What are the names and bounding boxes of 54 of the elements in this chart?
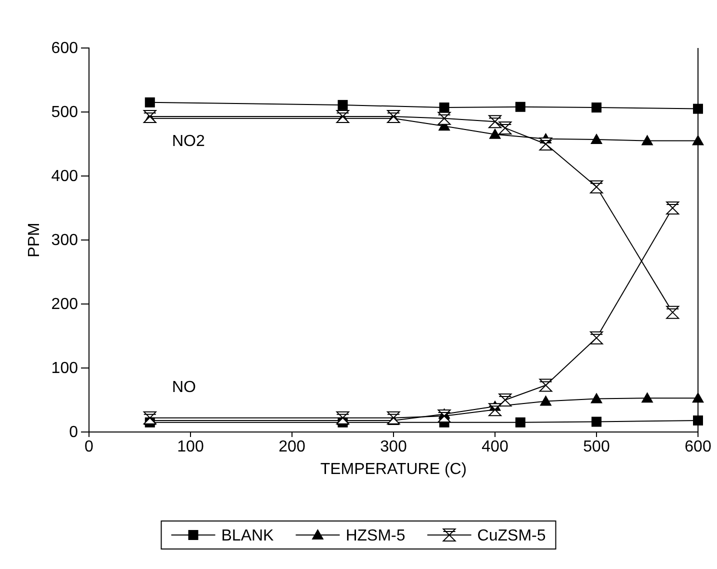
- point: [590, 331, 603, 344]
- y-tick-label: 600: [51, 40, 78, 58]
- point: [641, 134, 654, 146]
- x-tick-label: 100: [177, 438, 204, 456]
- x-tick-label: 600: [684, 438, 712, 456]
- point: [693, 104, 703, 114]
- point: [592, 416, 602, 427]
- x-tick-label: 0: [84, 438, 94, 456]
- point: [590, 134, 602, 144]
- point: [144, 97, 155, 108]
- point: [590, 392, 602, 404]
- point: [692, 392, 704, 403]
- point: [438, 410, 451, 422]
- point: [438, 112, 451, 125]
- y-tick-label: 400: [51, 168, 78, 186]
- point: [498, 394, 512, 406]
- point: [539, 378, 552, 392]
- y-tick-label: 0: [69, 424, 78, 442]
- point: [592, 102, 602, 113]
- point: [692, 134, 704, 146]
- point: [515, 417, 526, 428]
- point: [539, 138, 552, 150]
- x-tick-label: 300: [380, 438, 407, 456]
- point: [439, 102, 450, 113]
- point: [488, 403, 502, 416]
- legend-label: BLANK: [221, 528, 274, 545]
- legend-label: CuZSM-5: [477, 528, 546, 545]
- point: [666, 202, 680, 214]
- annotation: NO: [172, 379, 196, 396]
- point: [336, 411, 350, 424]
- x-tick-label: 500: [583, 438, 610, 456]
- point: [515, 102, 526, 112]
- point: [143, 411, 156, 424]
- point: [641, 392, 654, 403]
- x-tick-label: 200: [278, 438, 306, 456]
- y-axis-title: PPM: [26, 222, 43, 258]
- x-tick-label: 400: [482, 438, 508, 456]
- y-tick-label: 100: [51, 360, 78, 378]
- annotation: NO2: [172, 133, 205, 150]
- y-tick-label: 200: [51, 296, 78, 314]
- point: [143, 110, 156, 123]
- point: [540, 395, 552, 406]
- legend-label: HZSM-5: [346, 528, 406, 545]
- point: [387, 411, 400, 424]
- point: [666, 306, 680, 319]
- x-axis-title: TEMPERATURE (C): [320, 461, 467, 478]
- point: [693, 415, 703, 426]
- y-tick-label: 300: [51, 232, 78, 250]
- point: [590, 180, 603, 194]
- point: [338, 100, 348, 110]
- point: [498, 122, 512, 134]
- point: [489, 128, 501, 139]
- y-tick-label: 500: [51, 104, 78, 122]
- point: [488, 115, 502, 128]
